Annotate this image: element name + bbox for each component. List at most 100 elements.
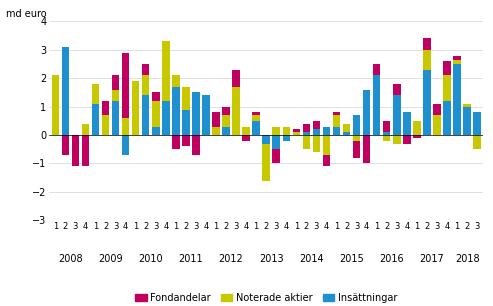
Bar [383, 121, 390, 132]
Bar [152, 101, 160, 127]
Bar [463, 104, 471, 107]
Bar [423, 39, 431, 50]
Bar [303, 132, 310, 135]
Bar [313, 135, 320, 152]
Bar [343, 124, 351, 132]
Bar [453, 64, 461, 135]
Bar [313, 121, 320, 129]
Bar [142, 75, 149, 95]
Text: 2013: 2013 [259, 254, 283, 264]
Bar [323, 127, 330, 135]
Bar [473, 112, 481, 135]
Bar [112, 75, 119, 90]
Bar [192, 92, 200, 135]
Bar [232, 87, 240, 135]
Bar [252, 121, 260, 135]
Bar [433, 104, 441, 115]
Bar [102, 115, 109, 135]
Bar [363, 90, 370, 135]
Bar [333, 127, 340, 135]
Bar [313, 129, 320, 135]
Text: md euro: md euro [6, 9, 46, 19]
Bar [323, 155, 330, 166]
Bar [172, 135, 179, 149]
Bar [433, 115, 441, 135]
Text: 2011: 2011 [178, 254, 203, 264]
Bar [172, 75, 179, 87]
Bar [413, 135, 421, 138]
Bar [102, 101, 109, 115]
Bar [212, 127, 220, 135]
Text: 2015: 2015 [339, 254, 364, 264]
Bar [202, 95, 210, 135]
Bar [453, 55, 461, 60]
Bar [162, 101, 170, 135]
Bar [162, 41, 170, 101]
Bar [323, 135, 330, 155]
Bar [373, 64, 381, 75]
Bar [273, 149, 280, 163]
Text: 2008: 2008 [58, 254, 83, 264]
Text: 2012: 2012 [219, 254, 244, 264]
Bar [423, 50, 431, 70]
Bar [383, 132, 390, 135]
Bar [443, 61, 451, 75]
Bar [443, 75, 451, 101]
Bar [122, 118, 129, 135]
Bar [423, 70, 431, 135]
Bar [222, 127, 230, 135]
Bar [463, 107, 471, 135]
Bar [182, 135, 190, 147]
Bar [62, 47, 69, 135]
Bar [353, 141, 360, 158]
Bar [303, 135, 310, 149]
Bar [473, 135, 481, 149]
Bar [393, 84, 400, 95]
Text: 2016: 2016 [380, 254, 404, 264]
Text: 2010: 2010 [139, 254, 163, 264]
Bar [262, 144, 270, 181]
Bar [192, 135, 200, 155]
Bar [393, 135, 400, 144]
Bar [353, 115, 360, 135]
Bar [132, 81, 140, 135]
Bar [343, 132, 351, 135]
Bar [232, 70, 240, 87]
Bar [273, 127, 280, 135]
Bar [403, 135, 411, 144]
Bar [82, 124, 89, 135]
Bar [142, 95, 149, 135]
Text: 2018: 2018 [455, 254, 479, 264]
Bar [303, 124, 310, 132]
Bar [182, 87, 190, 110]
Bar [182, 110, 190, 135]
Bar [333, 112, 340, 115]
Text: 2014: 2014 [299, 254, 324, 264]
Bar [443, 101, 451, 135]
Bar [292, 129, 300, 132]
Bar [243, 127, 250, 135]
Bar [122, 53, 129, 118]
Bar [252, 115, 260, 121]
Bar [212, 112, 220, 127]
Bar [273, 135, 280, 149]
Bar [243, 135, 250, 141]
Bar [52, 75, 59, 135]
Bar [92, 104, 99, 135]
Text: 2017: 2017 [420, 254, 444, 264]
Bar [373, 75, 381, 135]
Bar [383, 135, 390, 141]
Bar [282, 127, 290, 135]
Bar [292, 132, 300, 135]
Bar [393, 95, 400, 135]
Bar [92, 84, 99, 104]
Bar [252, 112, 260, 115]
Bar [453, 60, 461, 64]
Bar [152, 92, 160, 101]
Bar [222, 115, 230, 127]
Bar [413, 121, 421, 135]
Bar [282, 135, 290, 141]
Bar [222, 107, 230, 115]
Bar [262, 135, 270, 144]
Bar [333, 115, 340, 127]
